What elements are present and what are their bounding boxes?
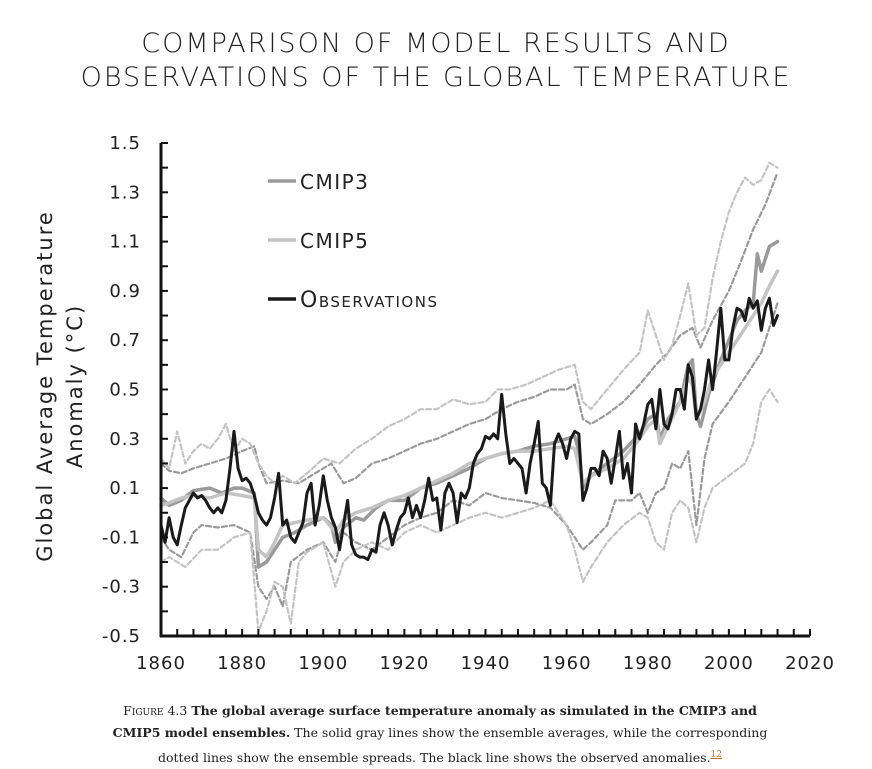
x-tick-label: 1960 [542, 653, 592, 674]
series-line-observations [159, 296, 779, 562]
caption-reference-link[interactable]: 12 [710, 750, 722, 760]
caption-body-text: The solid gray lines show the ensemble a… [158, 725, 768, 766]
legend-item-cmip3: CMIP3 [268, 170, 369, 194]
series-line-cmip5-lower-spread [159, 388, 779, 633]
y-tick-label: 0.1 [109, 478, 141, 499]
series-line-cmip5-upper-spread [159, 161, 779, 485]
series-line-cmip5 [159, 269, 780, 559]
y-axis-label: Global Average Temperature Anomaly (°C) [33, 210, 87, 562]
x-tick-label: 2020 [785, 653, 835, 674]
x-tick-label: 1880 [217, 653, 267, 674]
legend-label: CMIP5 [300, 229, 369, 253]
temperature-chart: Global Average Temperature Anomaly (°C) … [33, 133, 835, 674]
y-tick-label: 0.3 [109, 429, 141, 450]
legend-item-cmip5: CMIP5 [268, 229, 369, 253]
chart-title-line-2: OBSERVATIONS OF THE GLOBAL TEMPERATURE [80, 62, 792, 93]
chart-title-line-1: COMPARISON OF MODEL RESULTS AND [141, 28, 731, 59]
y-tick-label: 1.5 [109, 133, 141, 154]
axes-layer: 1.5 1.3 1.1 0.9 0.7 0.5 0.3 0.1 -0.1 -0.3 -0.5 1860… [102, 133, 835, 674]
legend-label: CMIP3 [300, 170, 369, 194]
caption-bold-text: The global average surface temperature a… [112, 703, 757, 740]
y-tick-label: 0.5 [109, 380, 141, 401]
x-tick-label: 2000 [704, 653, 754, 674]
y-tick-label: -0.1 [102, 527, 141, 548]
y-tick-label: -0.3 [102, 577, 141, 598]
caption-figure-label: Figure 4.3 [123, 703, 188, 718]
y-tick-label: 1.1 [109, 232, 141, 253]
x-tick-label: 1900 [298, 653, 348, 674]
y-tick-label: 0.7 [109, 330, 141, 351]
series-line-cmip3-upper-spread [159, 171, 779, 485]
series-layer [159, 161, 780, 633]
x-tick-label: 1940 [461, 653, 511, 674]
legend: CMIP3 CMIP5 Observations [268, 170, 438, 313]
y-tick-label: -0.5 [102, 626, 141, 647]
legend-item-observations: Observations [268, 288, 438, 313]
x-tick-label: 1920 [379, 653, 429, 674]
x-tick-label: 1860 [136, 653, 186, 674]
y-axis-label-line-2: Anomaly (°C) [63, 304, 87, 468]
series-line-cmip3-lower-spread [159, 302, 779, 608]
y-tick-label: 0.9 [109, 281, 141, 302]
y-axis-label-line-1: Global Average Temperature [33, 210, 57, 562]
legend-label: Observations [300, 288, 438, 313]
y-tick-label: 1.3 [109, 182, 141, 203]
figure-caption: Figure 4.3 The global average surface te… [110, 700, 770, 769]
x-tick-label: 1980 [623, 653, 673, 674]
